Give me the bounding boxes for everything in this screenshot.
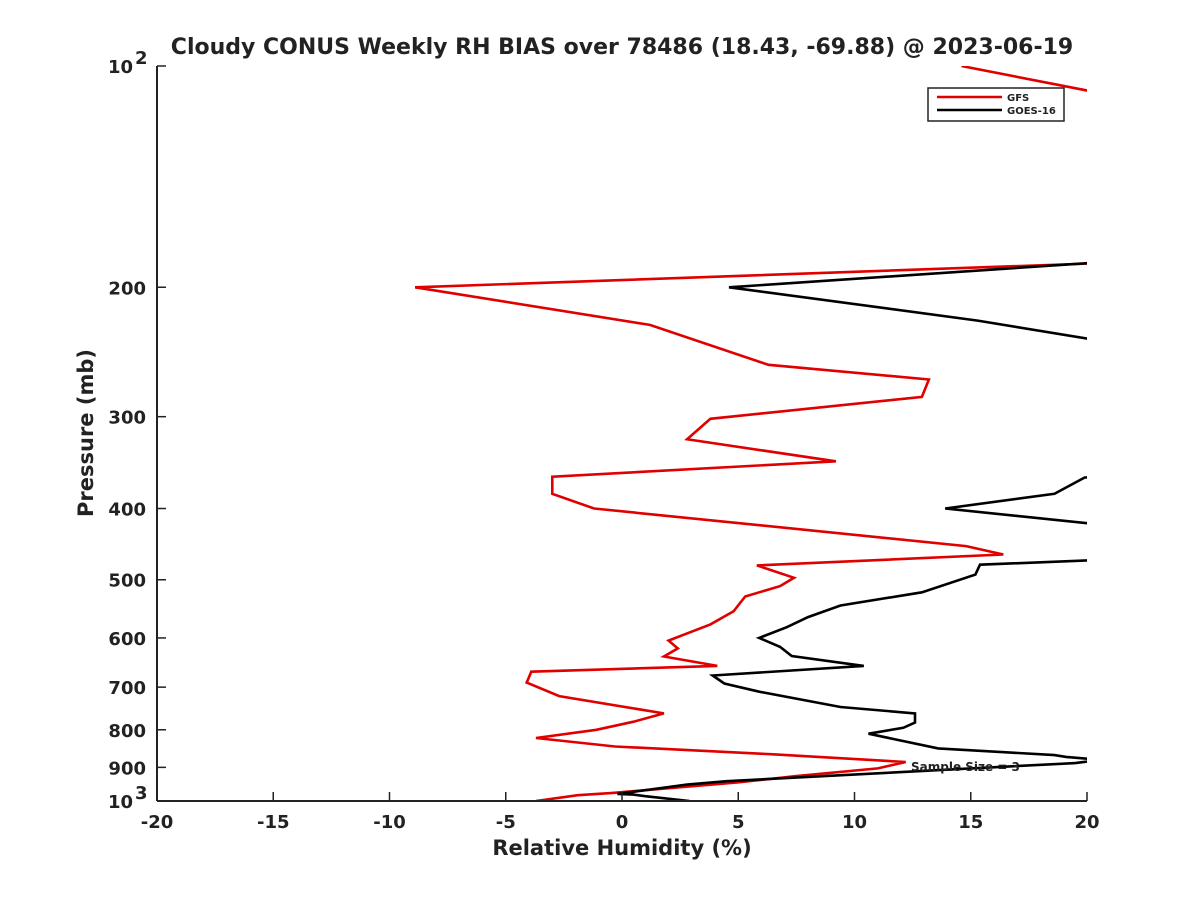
y-tick-label: 300 (108, 408, 146, 429)
x-tick-label: 10 (842, 812, 867, 833)
y-tick-label: 10 2 (108, 48, 148, 78)
y-tick-exponent: 3 (135, 783, 148, 804)
legend-label-goes-16: GOES-16 (1007, 106, 1056, 117)
series-line-goes-16 (617, 261, 1087, 801)
legend-box (927, 87, 1065, 122)
y-tick-base: 10 (108, 57, 133, 78)
y-axis-label: Pressure (mb) (74, 349, 98, 517)
y-tick-label: 10 3 (108, 783, 148, 813)
y-tick-label: 500 (108, 571, 146, 592)
chart-title: Cloudy CONUS Weekly RH BIAS over 78486 (… (171, 35, 1073, 60)
x-tick-label: 20 (1074, 812, 1099, 833)
y-tick-label: 800 (108, 721, 146, 742)
y-tick-base: 10 (108, 792, 133, 813)
y-tick-label: 600 (108, 629, 146, 650)
y-tick-label: 900 (108, 758, 146, 779)
x-tick-label: -15 (257, 812, 290, 833)
x-tick-label: -20 (141, 812, 174, 833)
y-tick-label: 700 (108, 678, 146, 699)
x-tick-label: 15 (958, 812, 983, 833)
legend: GFS GOES-16 (927, 87, 1065, 122)
x-tick-label: 5 (732, 812, 745, 833)
x-tick-label: -10 (373, 812, 406, 833)
series-line-gfs (414, 66, 1087, 801)
sample-size-annotation: Sample Size = 3 (911, 760, 1020, 774)
series-layer (414, 66, 1087, 801)
y-tick-label: 400 (108, 500, 146, 521)
y-tick-exponent: 2 (135, 48, 148, 69)
x-axis-label: Relative Humidity (%) (492, 836, 751, 860)
legend-label-gfs: GFS (1007, 93, 1029, 104)
y-tick-label: 200 (108, 278, 146, 299)
x-tick-label: 0 (616, 812, 629, 833)
plot-axes (156, 66, 1087, 802)
x-tick-label: -5 (496, 812, 516, 833)
